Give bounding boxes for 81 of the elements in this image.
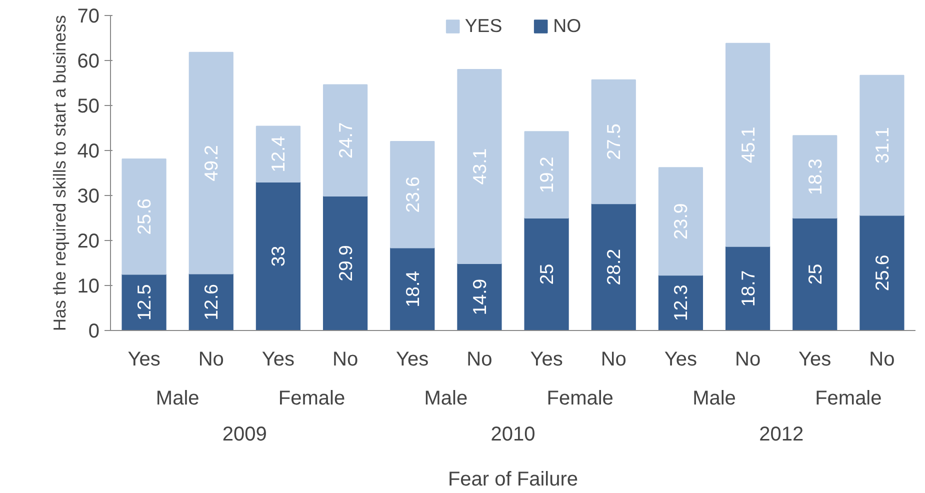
bar [658, 167, 704, 276]
data-label: 33 [268, 246, 289, 267]
data-label: 25 [536, 264, 558, 285]
bar [122, 274, 166, 330]
x-tick-label: Yes [530, 348, 563, 370]
text: Female [815, 388, 882, 410]
data-label: 25.6 [134, 198, 155, 235]
text: Male [692, 388, 736, 410]
data-label: 49.2 [200, 144, 222, 182]
data-label: 12.4 [268, 136, 289, 172]
bar [457, 262, 502, 330]
text: Female [278, 388, 346, 410]
data-label: 19.2 [536, 156, 558, 193]
y-tick-label: 10 [77, 276, 100, 298]
text: 2010 [490, 424, 536, 446]
y-tick-label: 70 [77, 6, 100, 28]
bar [390, 247, 435, 330]
bar [457, 69, 502, 264]
y-tick-label: 30 [77, 186, 100, 208]
bar [792, 135, 838, 218]
data-label: 28.2 [603, 248, 624, 286]
bar [256, 182, 301, 330]
bar [725, 246, 770, 330]
x-tick-label: No [466, 348, 492, 370]
legend-label: YES [464, 15, 502, 37]
x-tick-label: Yes [396, 348, 429, 370]
bar [256, 126, 301, 182]
bar [591, 79, 636, 204]
data-label: 12.3 [670, 284, 692, 321]
x-tick-label: Yes [262, 348, 295, 370]
bar [860, 74, 904, 216]
bar [122, 158, 166, 275]
data-label: 45.1 [737, 126, 758, 164]
bar [390, 141, 435, 248]
data-label: 18.7 [737, 270, 758, 307]
x-tick-label: Yes [798, 348, 832, 370]
bar [860, 214, 904, 330]
x-tick-label: Yes [128, 348, 160, 370]
bar [524, 131, 569, 218]
bar [188, 273, 234, 330]
x-tick-label: No [600, 348, 626, 370]
data-label: 14.9 [468, 278, 490, 316]
y-tick-label: 40 [77, 140, 100, 162]
x-tick-label: No [869, 348, 895, 370]
bar [792, 218, 838, 330]
bar [658, 274, 704, 330]
text: Male [156, 388, 200, 410]
x-axis-title: Fear of Failure [448, 468, 578, 490]
data-label: 12.5 [134, 284, 155, 321]
data-label: 18.3 [804, 158, 826, 195]
legend-label: NO [553, 15, 582, 37]
data-label: 27.5 [603, 124, 624, 160]
y-tick-label: 0 [88, 320, 100, 342]
y-tick-label: 20 [77, 230, 100, 252]
data-label: 23.9 [670, 203, 692, 240]
data-label: 12.6 [200, 284, 222, 320]
text: Female [546, 388, 614, 410]
bar [524, 218, 569, 330]
data-label: 18.4 [402, 270, 423, 308]
y-axis-title: Has the required skills to start a business [49, 14, 70, 331]
y-tick-label: 60 [77, 50, 100, 72]
data-label: 23.6 [402, 176, 423, 213]
x-tick-label: No [735, 348, 761, 370]
bar [725, 42, 770, 247]
x-tick-label: Yes [664, 348, 698, 370]
text: Male [424, 388, 468, 410]
x-tick-label: No [198, 348, 224, 370]
data-label: 25.6 [871, 254, 892, 292]
data-label: 31.1 [871, 127, 892, 164]
x-tick-label: No [332, 348, 358, 370]
bar [188, 52, 234, 274]
text: 2012 [759, 424, 804, 446]
y-tick-label: 50 [77, 96, 100, 118]
bar [591, 203, 636, 330]
data-label: 43.1 [468, 148, 490, 185]
data-label: 25 [804, 264, 826, 285]
text: 2009 [222, 424, 267, 446]
data-label: 24.7 [334, 122, 356, 159]
data-label: 29.9 [334, 245, 356, 282]
bar [322, 195, 368, 330]
bar [322, 84, 368, 196]
